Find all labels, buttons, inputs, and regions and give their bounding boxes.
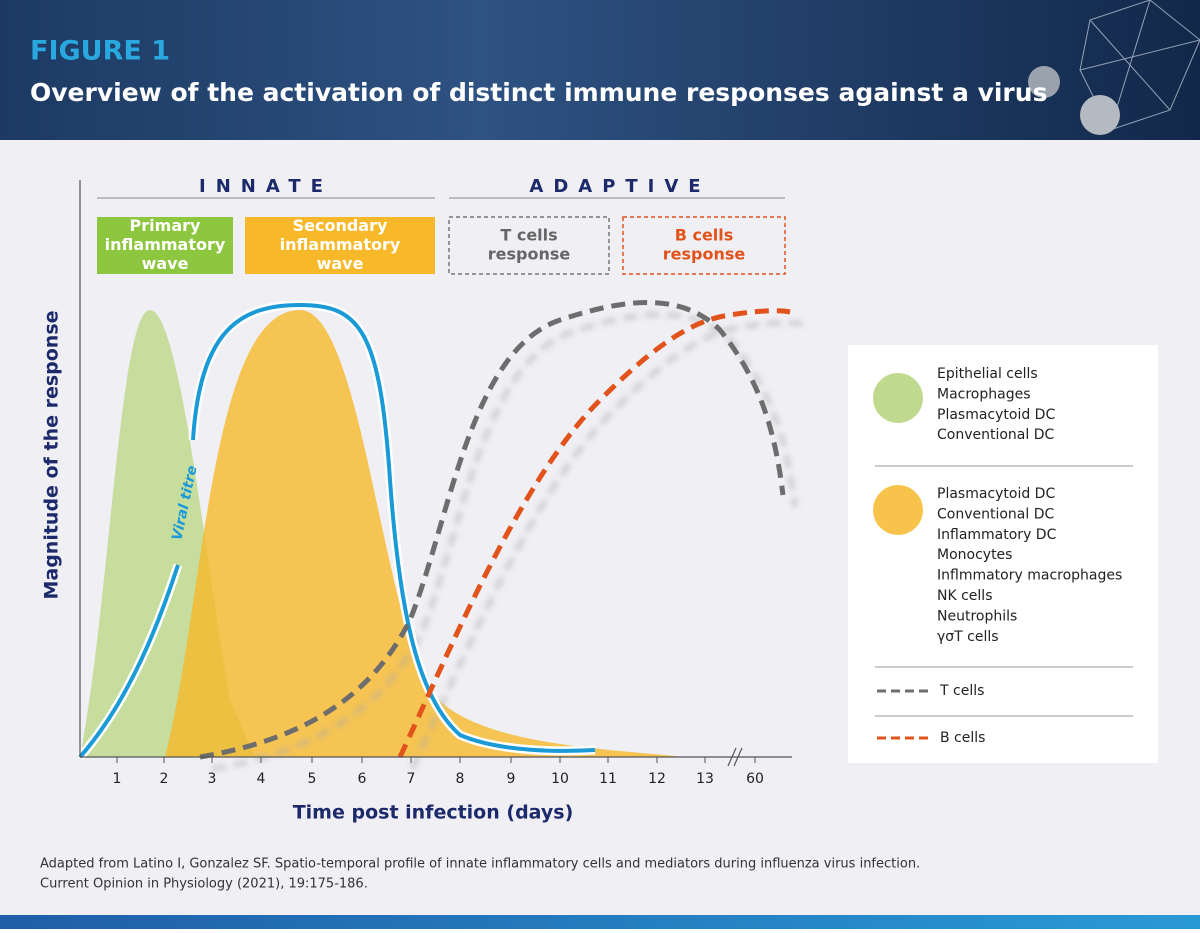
- x-tick-label: 7: [407, 771, 416, 787]
- x-tick-label: 4: [257, 771, 266, 787]
- box-label: wave: [317, 254, 364, 273]
- x-tick-label: 2: [160, 771, 169, 787]
- box-label: inflammatory: [280, 235, 401, 254]
- x-tick-label: 8: [456, 771, 465, 787]
- phase-box: [622, 216, 786, 275]
- box-label: B cells: [675, 226, 734, 245]
- x-tick-label: 60: [746, 771, 764, 787]
- box-label: inflammatory: [105, 235, 226, 254]
- legend-text: Inflammatory DC: [937, 527, 1057, 543]
- x-tick-label: 13: [696, 771, 714, 787]
- x-tick-label: 5: [308, 771, 317, 787]
- b-cell-shadow: [409, 320, 803, 771]
- legend-text: T cells: [939, 683, 984, 699]
- phase-box: [245, 217, 435, 274]
- viral-titre-curve: [78, 302, 596, 759]
- legend-text: Monocytes: [937, 547, 1012, 563]
- box-label: Primary: [130, 216, 201, 235]
- phase-box: [97, 217, 233, 274]
- x-tick-label: 9: [507, 771, 516, 787]
- axis-break: [727, 747, 743, 767]
- x-tick-label: 1: [113, 771, 122, 787]
- t-cell-shadow: [211, 312, 798, 772]
- figure-title: Overview of the activation of distinct i…: [30, 78, 1047, 107]
- legend-text: Neutrophils: [937, 608, 1017, 624]
- x-tick-label: 6: [358, 771, 367, 787]
- legend-text: NK cells: [937, 588, 993, 604]
- t-cell-curve: [199, 300, 786, 760]
- y-axis-label: Magnitude of the response: [41, 310, 63, 599]
- phase-box: [448, 216, 610, 275]
- legend-text: Macrophages: [937, 386, 1031, 402]
- virus-icon: [1080, 95, 1120, 135]
- legend-text: Conventional DC: [937, 506, 1055, 522]
- legend-text: Conventional DC: [937, 427, 1055, 443]
- x-tick-label: 11: [599, 771, 617, 787]
- box-label: Secondary: [293, 216, 388, 235]
- header-band: [0, 0, 1200, 140]
- box-label: wave: [142, 254, 189, 273]
- x-tick-label: 10: [551, 771, 569, 787]
- virus-icon: [1028, 66, 1060, 98]
- x-tick-label: 12: [648, 771, 666, 787]
- b-cell-curve: [397, 308, 791, 759]
- figure-label: FIGURE 1: [30, 36, 170, 67]
- legend-swatch: [873, 373, 923, 423]
- legend-text: Plasmacytoid DC: [937, 486, 1055, 502]
- box-label: response: [663, 245, 746, 264]
- legend-text: γσT cells: [937, 629, 999, 645]
- footer-band: [0, 915, 1200, 929]
- source-text: Adapted from Latino I, Gonzalez SF. Spat…: [40, 857, 920, 872]
- header-network: [1079, 0, 1200, 131]
- legend-swatch: [873, 485, 923, 535]
- x-axis-label: Time post infection (days): [293, 802, 574, 824]
- legend-text: B cells: [940, 730, 985, 746]
- source-text: Current Opinion in Physiology (2021), 19…: [40, 877, 368, 892]
- phase-label: INNATE: [199, 176, 333, 197]
- box-label: response: [488, 245, 571, 264]
- phase-label: ADAPTIVE: [529, 176, 710, 197]
- legend-text: Inflmmatory macrophages: [937, 568, 1122, 584]
- box-label: T cells: [500, 226, 557, 245]
- x-tick-label: 3: [208, 771, 217, 787]
- legend-text: Plasmacytoid DC: [937, 407, 1055, 423]
- secondary-wave: [165, 310, 685, 757]
- legend-text: Epithelial cells: [937, 366, 1038, 382]
